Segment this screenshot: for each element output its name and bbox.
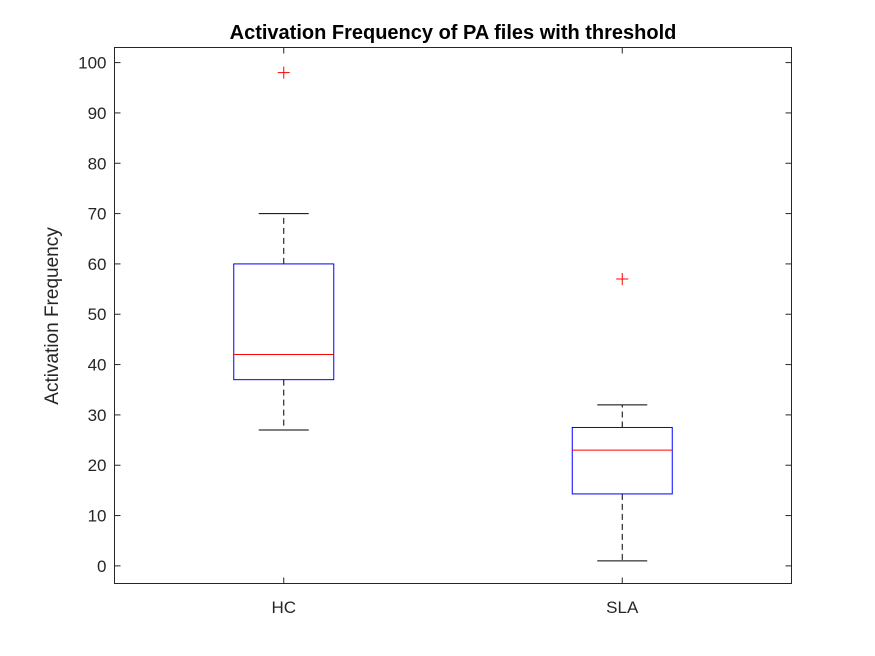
y-axis-label: Activation Frequency bbox=[42, 227, 63, 405]
plot-area-frame bbox=[114, 47, 792, 584]
chart-title: Activation Frequency of PA files with th… bbox=[230, 22, 677, 44]
box-sla bbox=[571, 273, 673, 562]
x-tick-label: SLA bbox=[606, 598, 639, 617]
y-tick-label: 20 bbox=[88, 456, 107, 475]
y-tick-label: 30 bbox=[88, 406, 107, 425]
iqr-box bbox=[571, 426, 673, 495]
x-axis: HC SLA bbox=[271, 47, 639, 617]
x-tick-label: HC bbox=[271, 598, 296, 617]
y-tick-label: 50 bbox=[88, 305, 107, 324]
iqr-box bbox=[233, 263, 335, 381]
y-tick-label: 0 bbox=[97, 557, 106, 576]
y-tick-label: 100 bbox=[78, 54, 106, 73]
y-axis: 0 10 20 30 40 50 60 70 80 90 100 bbox=[78, 54, 792, 576]
y-tick-label: 70 bbox=[88, 205, 107, 224]
y-tick-label: 60 bbox=[88, 255, 107, 274]
outlier-marker bbox=[277, 66, 290, 79]
box-series bbox=[233, 66, 673, 562]
y-tick-label: 90 bbox=[88, 104, 107, 123]
y-tick-label: 40 bbox=[88, 356, 107, 375]
y-tick-label: 80 bbox=[88, 154, 107, 173]
y-tick-label: 10 bbox=[88, 507, 107, 526]
outlier-marker bbox=[616, 273, 629, 286]
box-hc bbox=[233, 66, 335, 431]
